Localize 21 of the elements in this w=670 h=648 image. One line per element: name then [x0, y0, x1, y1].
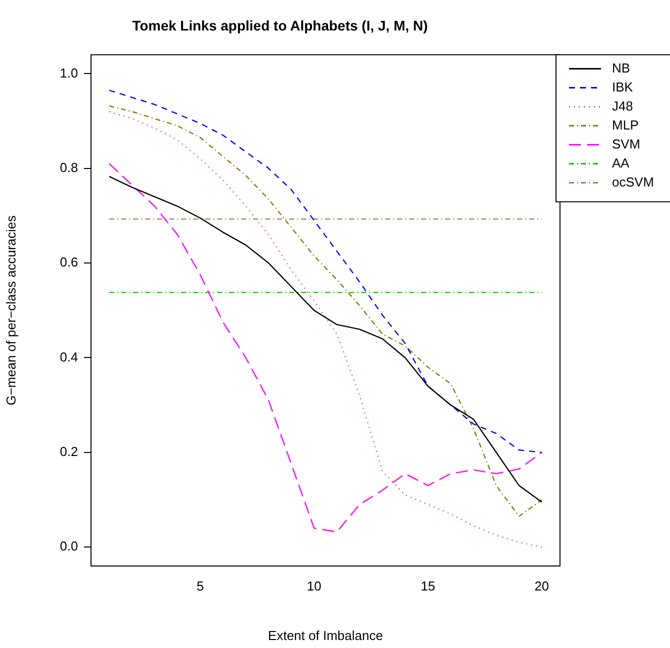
- x-tick-label: 10: [306, 578, 322, 594]
- x-tick-label: 5: [196, 578, 204, 594]
- y-tick-label: 0.2: [60, 444, 78, 459]
- y-axis-title: G−mean of per−class accuracies: [3, 214, 18, 406]
- y-tick-label: 0.4: [60, 349, 78, 364]
- chart-title: Tomek Links applied to Alphabets (I, J, M, N): [132, 17, 428, 34]
- line-series: [108, 90, 542, 453]
- x-axis-title: Extent of Imbalance: [268, 628, 383, 643]
- x-tick-label: 15: [420, 578, 436, 594]
- legend-label: AA: [612, 155, 630, 170]
- legend-label: IBK: [612, 79, 634, 94]
- legend-label: SVM: [612, 136, 640, 152]
- x-tick-label: 20: [534, 578, 550, 594]
- y-tick-label: 1.0: [60, 65, 78, 80]
- legend-label: NB: [612, 60, 630, 76]
- y-tick-label: 0.0: [60, 538, 78, 554]
- y-tick-label: 0.8: [60, 160, 78, 175]
- legend-label: MLP: [612, 117, 639, 132]
- y-tick-label: 0.6: [60, 254, 78, 270]
- legend-label: ocSVM: [612, 174, 654, 190]
- legend-label: J48: [612, 98, 633, 114]
